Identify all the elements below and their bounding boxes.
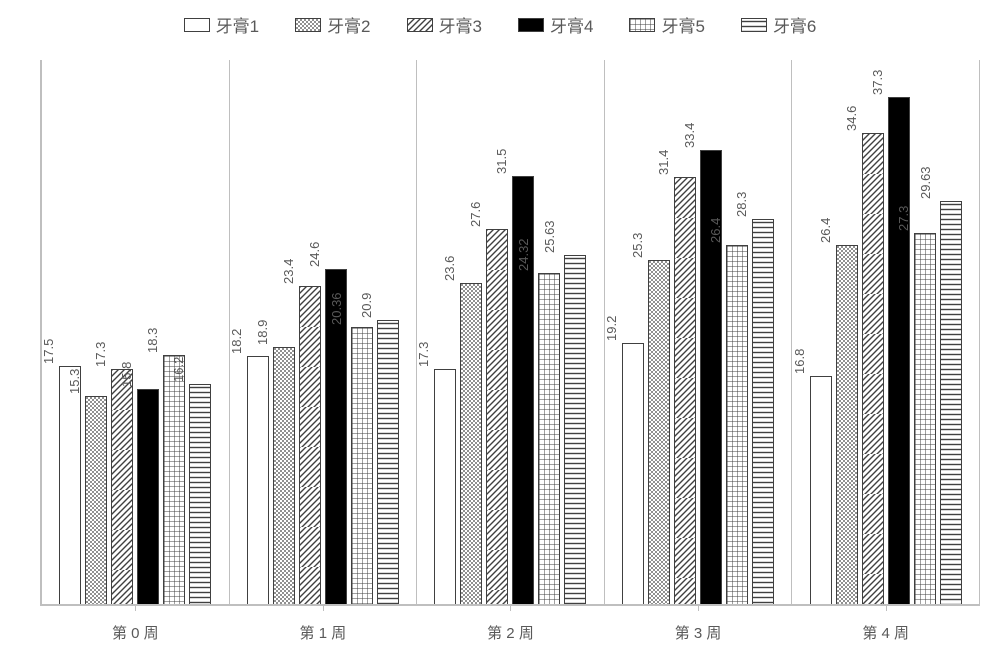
legend-swatch bbox=[629, 18, 655, 32]
x-axis-label: 第 2 周 bbox=[487, 622, 534, 643]
bar-value-label: 25.63 bbox=[543, 221, 558, 257]
bar: 18.2 bbox=[247, 356, 269, 604]
bar-value-label: 23.6 bbox=[442, 256, 457, 284]
x-axis-label: 第 4 周 bbox=[862, 622, 909, 643]
legend-swatch bbox=[407, 18, 433, 32]
bar: 20.9 bbox=[377, 320, 399, 604]
bar: 34.6 bbox=[862, 133, 884, 604]
legend-swatch bbox=[741, 18, 767, 32]
legend-item: 牙膏1 bbox=[184, 12, 259, 37]
legend-swatch bbox=[295, 18, 321, 32]
bar: 15.8 bbox=[137, 389, 159, 604]
legend-label: 牙膏2 bbox=[327, 12, 370, 37]
x-axis-label: 第 0 周 bbox=[112, 622, 159, 643]
bar: 27.6 bbox=[486, 229, 508, 604]
bar-value-label: 34.6 bbox=[844, 106, 859, 134]
bar: 24.32 bbox=[538, 273, 560, 604]
bar-value-label: 31.4 bbox=[656, 150, 671, 178]
bar: 18.3 bbox=[163, 355, 185, 604]
bar: 25.3 bbox=[648, 260, 670, 604]
category-group: 19.225.331.433.426.428.3第 3 周 bbox=[605, 60, 793, 604]
bar: 17.5 bbox=[59, 366, 81, 604]
bar-value-label: 17.5 bbox=[41, 339, 56, 367]
bar: 23.6 bbox=[460, 283, 482, 604]
bar: 16.2 bbox=[189, 384, 211, 604]
x-axis-tick bbox=[698, 604, 699, 611]
bar: 26.4 bbox=[836, 245, 858, 604]
bar-value-label: 26.4 bbox=[708, 218, 723, 246]
category-group: 17.323.627.631.524.3225.63第 2 周 bbox=[417, 60, 605, 604]
bar-value-label: 31.5 bbox=[494, 148, 509, 176]
bar-value-label: 18.3 bbox=[145, 328, 160, 356]
legend-label: 牙膏4 bbox=[550, 12, 593, 37]
bar: 16.8 bbox=[810, 376, 832, 604]
bar-value-label: 23.4 bbox=[281, 258, 296, 286]
bar-value-label: 26.4 bbox=[818, 218, 833, 246]
x-axis-label: 第 3 周 bbox=[675, 622, 722, 643]
legend-item: 牙膏6 bbox=[741, 12, 816, 37]
bar: 19.2 bbox=[622, 343, 644, 604]
legend-label: 牙膏3 bbox=[439, 12, 482, 37]
x-axis-tick bbox=[135, 604, 136, 611]
legend-item: 牙膏3 bbox=[407, 12, 482, 37]
bar: 20.36 bbox=[351, 327, 373, 604]
bar-value-label: 17.3 bbox=[416, 341, 431, 369]
bar: 15.3 bbox=[85, 396, 107, 604]
bar-value-label: 27.3 bbox=[896, 205, 911, 233]
legend-label: 牙膏5 bbox=[661, 12, 704, 37]
bar: 37.3 bbox=[888, 97, 910, 604]
bar-value-label: 33.4 bbox=[682, 122, 697, 150]
bar-value-label: 20.36 bbox=[329, 293, 344, 329]
bar-value-label: 19.2 bbox=[604, 316, 619, 344]
bar-value-label: 28.3 bbox=[734, 192, 749, 220]
category-group: 18.218.923.424.620.3620.9第 1 周 bbox=[230, 60, 418, 604]
category-group: 16.826.434.637.327.329.63第 4 周 bbox=[792, 60, 980, 604]
bar-value-label: 17.3 bbox=[93, 341, 108, 369]
bar-value-label: 18.9 bbox=[255, 320, 270, 348]
bar: 27.3 bbox=[914, 233, 936, 604]
bar: 17.3 bbox=[434, 369, 456, 604]
chart-container: 牙膏1牙膏2牙膏3牙膏4牙膏5牙膏6 17.515.317.315.818.31… bbox=[0, 0, 1000, 656]
legend-item: 牙膏2 bbox=[295, 12, 370, 37]
bar: 18.9 bbox=[273, 347, 295, 604]
bar-value-label: 15.3 bbox=[67, 369, 82, 397]
legend-item: 牙膏4 bbox=[518, 12, 593, 37]
legend: 牙膏1 牙膏2 牙膏3 牙膏4 牙膏5 牙膏6 bbox=[0, 12, 1000, 37]
legend-swatch bbox=[184, 18, 210, 32]
bar: 31.4 bbox=[674, 177, 696, 604]
bar-value-label: 24.6 bbox=[307, 242, 322, 270]
bar: 28.3 bbox=[752, 219, 774, 604]
x-axis-tick bbox=[886, 604, 887, 611]
legend-label: 牙膏6 bbox=[773, 12, 816, 37]
bar-value-label: 16.8 bbox=[792, 348, 807, 376]
bar-value-label: 25.3 bbox=[630, 233, 645, 261]
bar-value-label: 29.63 bbox=[918, 167, 933, 203]
bar-value-label: 16.2 bbox=[171, 356, 186, 384]
bar-value-label: 37.3 bbox=[870, 69, 885, 97]
x-axis-label: 第 1 周 bbox=[300, 622, 347, 643]
bar: 29.63 bbox=[940, 201, 962, 604]
x-axis-tick bbox=[323, 604, 324, 611]
bar: 26.4 bbox=[726, 245, 748, 604]
plot-area: 17.515.317.315.818.316.2第 0 周18.218.923.… bbox=[40, 60, 980, 606]
legend-label: 牙膏1 bbox=[216, 12, 259, 37]
category-group: 17.515.317.315.818.316.2第 0 周 bbox=[42, 60, 230, 604]
bar-value-label: 27.6 bbox=[468, 201, 483, 229]
bar: 23.4 bbox=[299, 286, 321, 604]
legend-item: 牙膏5 bbox=[629, 12, 704, 37]
x-axis-tick bbox=[510, 604, 511, 611]
bar-value-label: 18.2 bbox=[229, 329, 244, 357]
legend-swatch bbox=[518, 18, 544, 32]
bar: 25.63 bbox=[564, 255, 586, 604]
bar: 17.3 bbox=[111, 369, 133, 604]
bar-value-label: 15.8 bbox=[119, 362, 134, 390]
bar-value-label: 24.32 bbox=[517, 239, 532, 275]
bar-value-label: 20.9 bbox=[359, 292, 374, 320]
